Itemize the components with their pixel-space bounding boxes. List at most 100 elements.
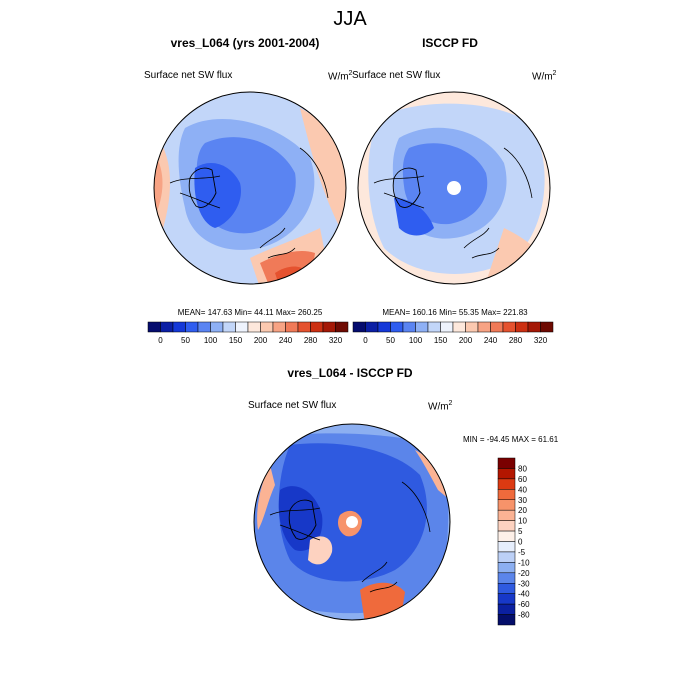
panel-2-colorbar-box-7 xyxy=(440,321,454,333)
panel-1-colorbar-box-3 xyxy=(185,321,199,333)
panel-1-map-border xyxy=(153,91,347,285)
panel-3-very-strong-negative-region xyxy=(278,486,323,551)
panel-2-map-border xyxy=(357,91,551,285)
panel-3-left-label: Surface net SW flux xyxy=(248,400,337,411)
panel-3-colorbar-tick-10: -20 xyxy=(518,569,530,578)
panel-1-colorbar-tick-2: 100 xyxy=(204,336,218,345)
panel-2-coastline-europe xyxy=(463,227,500,259)
panel-3-colorbar-tick-5: 10 xyxy=(518,517,527,526)
panel-2-coastline-greenland xyxy=(392,167,421,208)
panel-2-colorbar-box-8 xyxy=(452,321,466,333)
panel-3-colorbar-tick-6: 5 xyxy=(518,527,523,536)
panel-1-colorbar-box-4 xyxy=(197,321,211,333)
panel-1-colorbar-box-10 xyxy=(272,321,286,333)
panel-1-colorbar-tick-1: 50 xyxy=(181,336,190,345)
panel-1-colorbar-box-2 xyxy=(172,321,186,333)
panel-3-map xyxy=(253,423,451,621)
panel-2-colorbar-box-13 xyxy=(515,321,529,333)
panel-3-colorbar-tick-9: -10 xyxy=(518,558,530,567)
panel-3-units: W/m2 xyxy=(428,400,453,413)
panel-2-colder-region xyxy=(402,143,488,225)
panel-1-colorbar-box-0 xyxy=(147,321,161,333)
panel-1-colorbar-tick-3: 150 xyxy=(229,336,243,345)
panel-1-coastline-canada xyxy=(169,175,221,209)
panel-3-colorbar-box-14 xyxy=(497,603,516,615)
panel-1-colorbar-tick-7: 320 xyxy=(329,336,343,345)
panel-1-colorbar-box-9 xyxy=(260,321,274,333)
panel-2-pole-hole xyxy=(447,181,461,195)
panel-3-colorbar-tick-8: -5 xyxy=(518,548,526,557)
panel-2-colorbar-box-2 xyxy=(377,321,391,333)
panel-2-colorbar-tick-0: 0 xyxy=(363,336,368,345)
panel-2-colorbar-tick-4: 200 xyxy=(459,336,473,345)
panel-1-colorbar-box-15 xyxy=(335,321,349,333)
panel-1-colorbar: 0 50 100 150 200 240 280 320 xyxy=(147,321,349,345)
panel-1-colorbar-tick-0: 0 xyxy=(158,336,163,345)
panel-3-colorbar-tick-3: 30 xyxy=(518,496,527,505)
panel-3-colorbar-tick-12: -40 xyxy=(518,590,530,599)
panel-3-colorbar-box-9 xyxy=(497,551,516,563)
panel-1-colorbar-box-11 xyxy=(285,321,299,333)
panel-2-colorbar-box-0 xyxy=(352,321,366,333)
panel-3-colorbar-tick-0: 80 xyxy=(518,464,527,473)
panel-3-coastline-canada xyxy=(269,507,321,541)
panel-2-colorbar-tick-2: 100 xyxy=(409,336,423,345)
panel-1-colorbar-box-12 xyxy=(297,321,311,333)
panel-3-colorbar-box-12 xyxy=(497,583,516,594)
panel-3-coastline-asia xyxy=(401,481,431,533)
panel-1-colorbar-tick-6: 280 xyxy=(304,336,318,345)
panel-3-coastline-europe xyxy=(361,561,398,593)
panel-3-colorbar-box-3 xyxy=(497,489,516,500)
panel-3-colorbar-box-4 xyxy=(497,499,516,511)
panel-2-colorbar-box-15 xyxy=(540,321,554,333)
panel-1-coldest-region xyxy=(194,163,241,228)
panel-3-colorbar-box-10 xyxy=(497,562,516,574)
panel-1-colorbar-box-7 xyxy=(235,321,249,333)
panel-3-colorbar-tick-7: 0 xyxy=(518,538,523,547)
panel-2-coastline-asia xyxy=(503,147,533,199)
panel-1-colorbar-tick-5: 240 xyxy=(279,336,293,345)
panel-3-colorbar-box-2 xyxy=(497,478,516,490)
panel-2-map xyxy=(357,91,551,285)
panel-2-coastline-canada xyxy=(373,175,425,209)
panel-3-title: vres_L064 - ISCCP FD xyxy=(287,366,413,380)
panel-3-positive-region-europe xyxy=(360,582,405,620)
panel-3-colorbar-box-8 xyxy=(497,541,516,553)
panel-3-stats: MIN = -94.45 MAX = 61.61 xyxy=(463,435,559,444)
panel-3-colorbar-box-11 xyxy=(497,572,516,584)
panel-3-colorbar-box-7 xyxy=(497,530,516,542)
panel-2-colorbar-box-10 xyxy=(477,321,491,333)
panel-1-left-label: Surface net SW flux xyxy=(144,70,233,81)
panel-2-colorbar-box-12 xyxy=(502,321,516,333)
panel-1-coastline-greenland xyxy=(188,167,217,208)
panel-2-colorbar-tick-6: 280 xyxy=(509,336,523,345)
panel-1-colorbar-box-13 xyxy=(310,321,324,333)
panel-2-colorbar-box-3 xyxy=(390,321,404,333)
panel-3-positive-region-west xyxy=(257,465,275,530)
panel-3-colorbar-box-1 xyxy=(497,468,516,480)
panel-2-title: ISCCP FD xyxy=(422,36,478,50)
panel-3-colorbar-box-0 xyxy=(497,457,516,469)
panel-3-colorbar-tick-14: -80 xyxy=(518,611,530,620)
panel-3-positive-region-greenland xyxy=(308,536,333,565)
panel-1-colorbar-box-8 xyxy=(247,321,261,333)
panel-3-map-border xyxy=(253,423,451,621)
panel-2-colorbar-box-6 xyxy=(427,321,441,333)
panel-3-pole-hole xyxy=(346,516,358,528)
panel-2-colorbar-box-9 xyxy=(465,321,479,333)
panel-3-colorbar-box-6 xyxy=(497,520,516,532)
panel-3-colorbar-box-5 xyxy=(497,509,516,521)
panel-2-left-label: Surface net SW flux xyxy=(352,70,441,81)
panel-2-colorbar-tick-1: 50 xyxy=(386,336,395,345)
panel-2-colorbar: 0 50 100 150 200 240 280 320 xyxy=(352,321,554,345)
panel-3-colorbar-box-15 xyxy=(497,614,516,626)
panel-2-colorbar-tick-3: 150 xyxy=(434,336,448,345)
panel-2-colorbar-box-14 xyxy=(527,321,541,333)
panel-1-colorbar-tick-4: 200 xyxy=(254,336,268,345)
panel-2-colorbar-tick-5: 240 xyxy=(484,336,498,345)
panel-1-colorbar-box-5 xyxy=(210,321,224,333)
panel-1-colorbar-box-14 xyxy=(322,321,336,333)
panel-3-colorbar-tick-2: 40 xyxy=(518,485,527,494)
panel-1-colorbar-box-1 xyxy=(160,321,174,333)
